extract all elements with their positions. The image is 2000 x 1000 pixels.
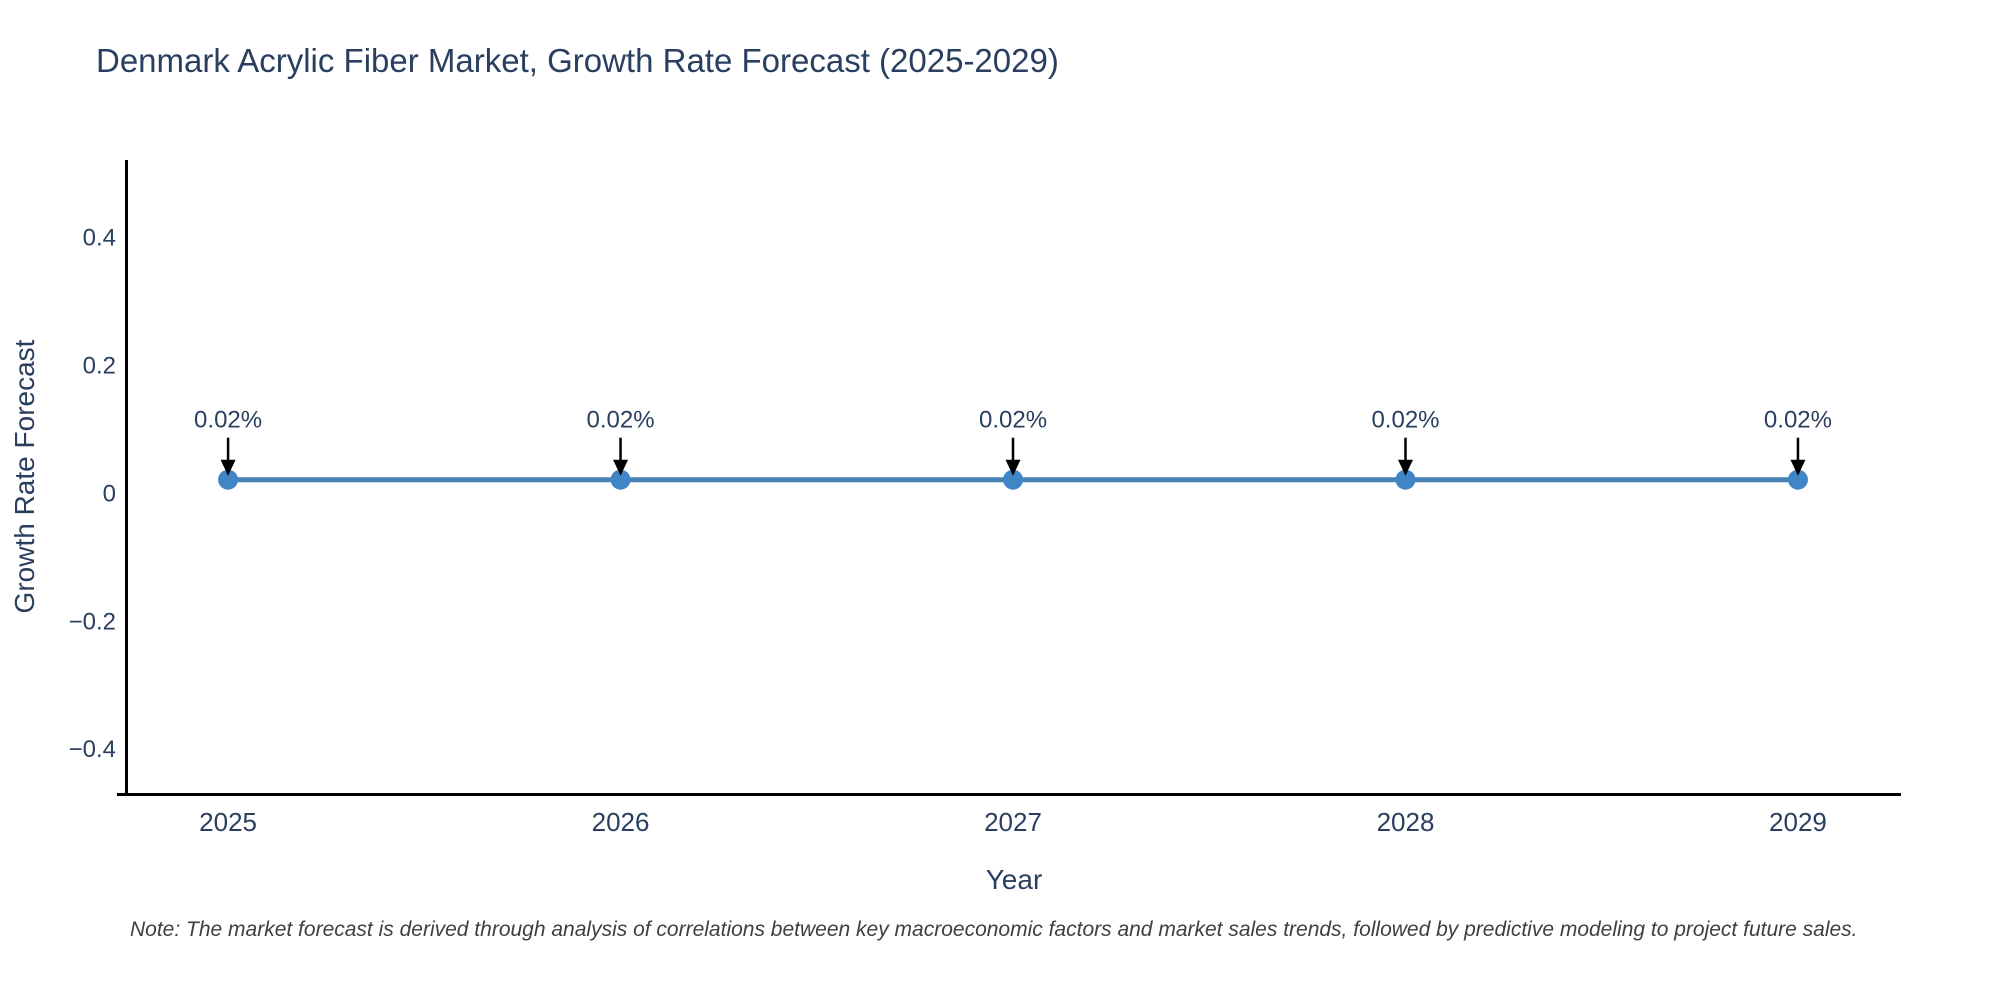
annotation-label: 0.02%: [587, 407, 655, 434]
x-tick-label: 2029: [1769, 807, 1827, 837]
annotation-arrowhead-icon: [613, 459, 629, 476]
annotation-label: 0.02%: [194, 407, 262, 434]
x-tick-label: 2025: [199, 807, 257, 837]
y-tick-label: 0.2: [83, 353, 116, 380]
x-tick-label: 2028: [1377, 807, 1435, 837]
y-tick-label: −0.4: [69, 736, 116, 763]
annotation-arrowhead-icon: [1790, 459, 1806, 476]
annotation-label: 0.02%: [979, 407, 1047, 434]
chart-title: Denmark Acrylic Fiber Market, Growth Rat…: [96, 42, 1059, 79]
y-axis-title: Growth Rate Forecast: [9, 339, 40, 613]
annotation-arrowhead-icon: [1397, 459, 1413, 476]
annotation-label: 0.02%: [1371, 407, 1439, 434]
annotation-arrowhead-icon: [1005, 459, 1021, 476]
y-tick-label: 0: [103, 480, 116, 507]
x-tick-label: 2027: [984, 807, 1042, 837]
x-tick-label: 2026: [592, 807, 650, 837]
data-point[interactable]: [1787, 469, 1808, 490]
annotation-label: 0.02%: [1764, 407, 1832, 434]
data-point[interactable]: [610, 469, 631, 490]
annotation-arrowhead-icon: [220, 459, 236, 476]
y-tick-label: 0.4: [83, 225, 116, 252]
y-tick-label: −0.2: [69, 608, 116, 635]
data-point[interactable]: [218, 469, 239, 490]
x-axis-title: Year: [986, 864, 1043, 895]
data-point[interactable]: [1395, 469, 1416, 490]
data-point[interactable]: [1003, 469, 1024, 490]
footnote: Note: The market forecast is derived thr…: [130, 918, 1858, 941]
